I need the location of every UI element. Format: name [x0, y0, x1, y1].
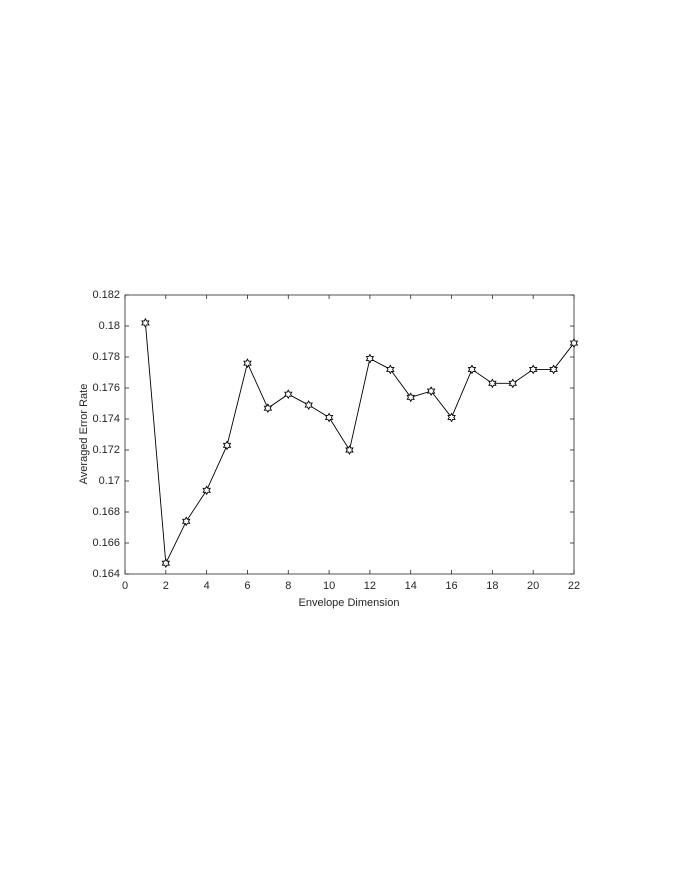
marker	[447, 412, 456, 423]
marker	[365, 353, 375, 364]
marker	[324, 412, 334, 423]
x-tick-label: 20	[527, 580, 539, 592]
x-tick-label: 6	[244, 580, 250, 592]
y-tick-label: 0.18	[99, 320, 120, 332]
y-tick-label: 0.176	[92, 382, 120, 394]
marker	[304, 400, 313, 410]
marker	[181, 516, 191, 527]
x-tick-label: 18	[486, 580, 498, 592]
marker	[243, 358, 252, 369]
marker	[222, 440, 232, 451]
x-tick-label: 0	[122, 580, 128, 592]
y-axis-label: Averaged Error Rate	[78, 384, 90, 485]
marker	[467, 364, 477, 375]
marker	[263, 403, 273, 414]
y-tick-label: 0.164	[92, 568, 120, 580]
marker	[202, 485, 211, 496]
marker	[549, 364, 558, 375]
axes-box	[124, 294, 575, 575]
line	[144, 322, 575, 565]
x-tick-label: 22	[568, 580, 580, 592]
marker	[508, 378, 518, 389]
x-tick-label: 10	[323, 580, 335, 592]
marker	[386, 364, 395, 375]
x-tick-label: 2	[163, 580, 169, 592]
x-tick-label: 14	[405, 580, 417, 592]
x-tick-label: 16	[445, 580, 457, 592]
y-tick-label: 0.174	[92, 413, 120, 425]
y-tick-label: 0.17	[99, 475, 120, 487]
x-tick-label: 12	[364, 580, 376, 592]
marker	[488, 378, 497, 389]
y-tick-label: 0.168	[92, 506, 120, 518]
y-tick-label: 0.178	[92, 351, 120, 363]
marker	[284, 389, 293, 400]
y-tick-label: 0.166	[92, 537, 120, 549]
marker	[141, 317, 150, 328]
x-tick-label: 4	[204, 580, 210, 592]
marker	[406, 392, 415, 403]
x-tick-label: 8	[285, 580, 291, 592]
marker	[161, 558, 171, 569]
y-tick-label: 0.172	[92, 444, 120, 456]
marker	[569, 338, 579, 348]
marker	[345, 445, 354, 455]
marker	[426, 386, 436, 397]
marker	[528, 364, 538, 375]
x-axis-label: Envelope Dimension	[299, 597, 400, 609]
y-tick-label: 0.182	[92, 289, 120, 301]
